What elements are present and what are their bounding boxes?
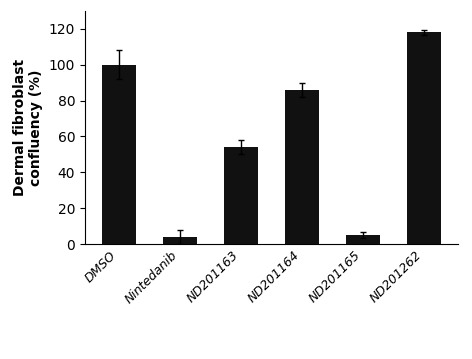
Bar — [163, 237, 196, 244]
Bar — [407, 32, 441, 244]
Y-axis label: Dermal fibroblast
confluency (%): Dermal fibroblast confluency (%) — [13, 59, 43, 196]
Bar — [224, 147, 258, 244]
Bar — [102, 65, 135, 244]
Bar — [285, 90, 319, 244]
Bar — [346, 235, 380, 244]
